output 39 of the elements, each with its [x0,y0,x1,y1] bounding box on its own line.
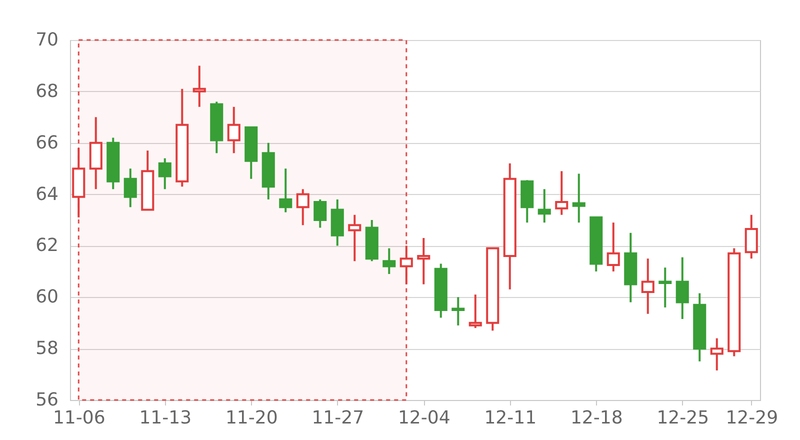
y-tick-label: 64 [36,184,58,205]
candlestick [124,168,137,208]
y-tick-label: 70 [36,30,58,50]
y-tick-label: 62 [36,235,58,256]
x-tick-label: 11-06 [52,408,106,428]
y-tick-label: 68 [36,80,58,102]
candlestick [452,296,465,326]
candlestick [382,247,396,275]
x-tick-label: 12-11 [484,408,537,428]
candlestick [744,214,758,260]
y-tick-label: 66 [36,132,58,154]
candlestick [314,198,327,229]
x-tick-label: 11-27 [312,408,364,428]
candlestick [658,266,672,308]
x-tick-label: 12-25 [656,408,710,428]
candlestick [538,188,551,224]
candlestick [227,106,240,154]
candlestick [572,172,586,224]
candlestick [641,258,654,315]
candlestick [296,188,310,226]
candlestick [555,170,568,216]
x-tick-label: 12-04 [398,408,450,428]
candlestick [158,157,172,190]
candlestick [606,222,620,272]
candlestick [710,337,724,372]
candlestick [279,168,292,214]
candlestick [417,237,430,286]
x-tick-label: 12-18 [570,408,623,428]
x-tick-label: 11-13 [139,408,192,428]
candlestick [400,244,413,286]
candlestick [676,256,689,320]
x-tick-label: 12-29 [726,408,778,428]
y-tick-label: 56 [36,390,58,410]
y-tick-label: 60 [36,286,58,308]
candlestick [348,214,362,262]
candlestick [468,294,482,329]
x-tick-label: 11-20 [225,408,278,428]
candlestick [192,64,206,108]
y-tick-label: 58 [36,338,58,360]
